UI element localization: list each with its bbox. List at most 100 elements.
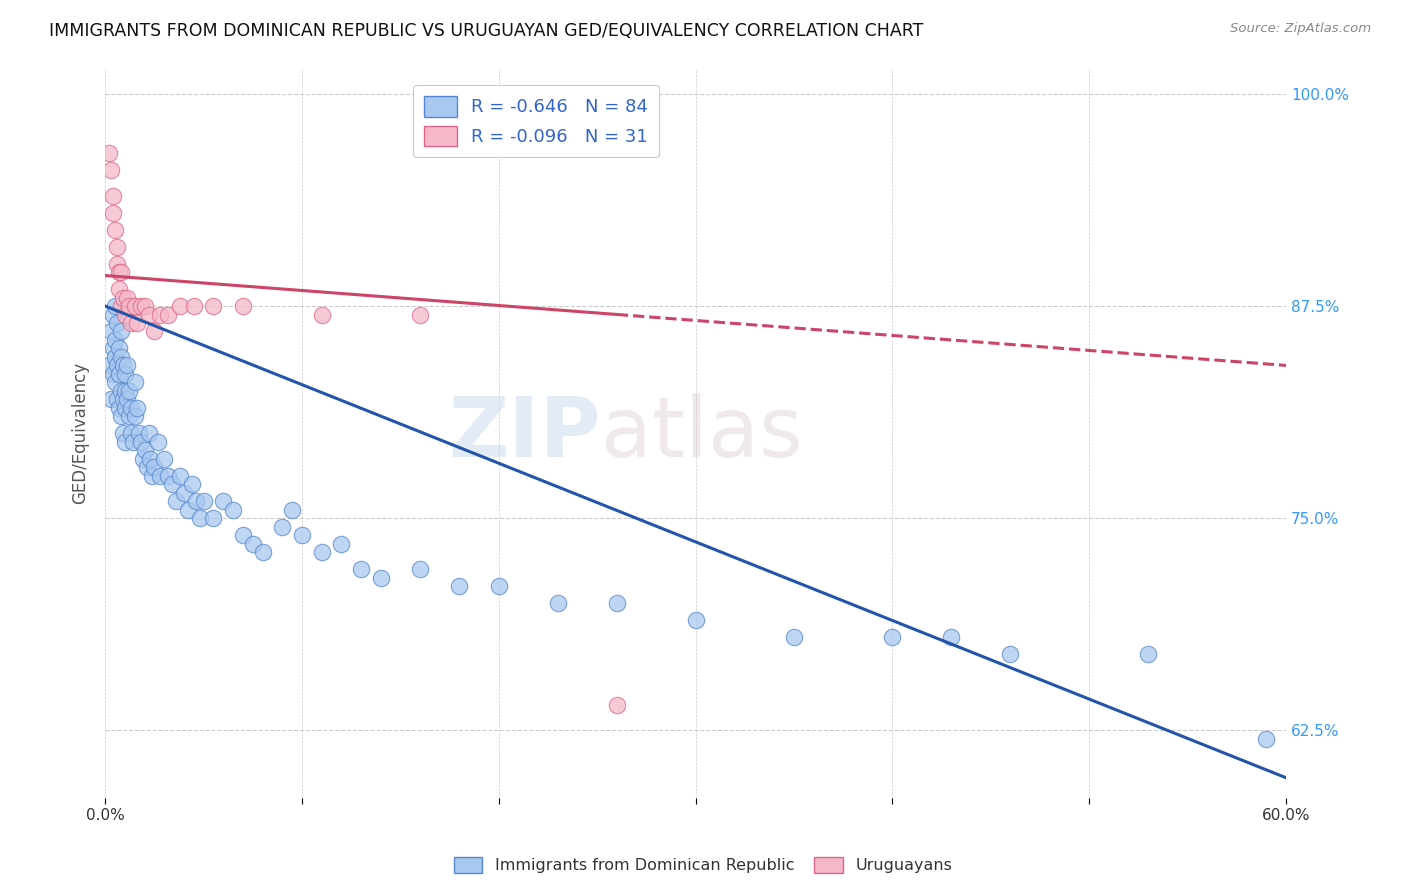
Point: [104, 299, 127, 313]
Point: [108, 367, 131, 381]
Point: [115, 291, 138, 305]
Point: [105, 359, 128, 373]
Point: [160, 477, 183, 491]
Point: [101, 342, 124, 356]
Point: [177, 502, 200, 516]
Point: [114, 308, 136, 322]
Point: [110, 409, 132, 424]
Point: [120, 316, 142, 330]
Point: [138, 426, 160, 441]
Point: [488, 579, 510, 593]
Point: [104, 350, 127, 364]
Point: [104, 376, 127, 390]
Point: [271, 519, 294, 533]
Point: [100, 325, 122, 339]
Point: [252, 545, 274, 559]
Point: [202, 511, 225, 525]
Point: [101, 367, 124, 381]
Point: [105, 240, 128, 254]
Point: [114, 434, 136, 449]
Point: [108, 401, 131, 415]
Point: [547, 596, 569, 610]
Point: [104, 333, 127, 347]
Point: [311, 308, 333, 322]
Point: [232, 299, 254, 313]
Point: [291, 528, 314, 542]
Point: [120, 426, 142, 441]
Point: [105, 257, 128, 271]
Point: [101, 188, 124, 202]
Point: [138, 308, 160, 322]
Text: atlas: atlas: [602, 392, 803, 474]
Point: [124, 299, 146, 313]
Point: [98, 146, 121, 161]
Legend: R = -0.646   N = 84, R = -0.096   N = 31: R = -0.646 N = 84, R = -0.096 N = 31: [413, 85, 659, 157]
Point: [108, 342, 131, 356]
Point: [111, 392, 134, 407]
Point: [606, 698, 628, 712]
Point: [685, 613, 707, 627]
Point: [114, 401, 136, 415]
Point: [173, 485, 195, 500]
Point: [135, 460, 157, 475]
Point: [242, 536, 264, 550]
Point: [101, 308, 124, 322]
Point: [606, 596, 628, 610]
Point: [110, 299, 132, 313]
Legend: Immigrants from Dominican Republic, Uruguayans: Immigrants from Dominican Republic, Urug…: [447, 850, 959, 880]
Point: [104, 223, 127, 237]
Text: ZIP: ZIP: [449, 392, 602, 474]
Point: [409, 562, 432, 576]
Point: [121, 434, 143, 449]
Point: [115, 359, 138, 373]
Point: [188, 511, 211, 525]
Point: [118, 409, 141, 424]
Point: [125, 316, 148, 330]
Point: [311, 545, 333, 559]
Point: [124, 409, 146, 424]
Text: IMMIGRANTS FROM DOMINICAN REPUBLIC VS URUGUAYAN GED/EQUIVALENCY CORRELATION CHAR: IMMIGRANTS FROM DOMINICAN REPUBLIC VS UR…: [49, 22, 924, 40]
Point: [129, 299, 152, 313]
Point: [882, 630, 904, 644]
Point: [114, 384, 136, 398]
Point: [105, 392, 128, 407]
Point: [129, 434, 152, 449]
Point: [143, 325, 166, 339]
Point: [118, 384, 141, 398]
Point: [1256, 731, 1278, 746]
Point: [193, 494, 215, 508]
Point: [118, 299, 141, 313]
Point: [180, 477, 202, 491]
Point: [1000, 647, 1022, 661]
Point: [783, 630, 806, 644]
Point: [110, 384, 132, 398]
Point: [449, 579, 471, 593]
Point: [202, 299, 225, 313]
Point: [350, 562, 373, 576]
Point: [134, 299, 156, 313]
Point: [134, 443, 156, 458]
Point: [222, 502, 245, 516]
Point: [115, 392, 138, 407]
Point: [153, 451, 176, 466]
Point: [110, 325, 132, 339]
Point: [370, 570, 392, 584]
Point: [212, 494, 235, 508]
Point: [101, 205, 124, 219]
Point: [111, 359, 134, 373]
Point: [941, 630, 963, 644]
Point: [148, 434, 170, 449]
Point: [232, 528, 254, 542]
Text: Source: ZipAtlas.com: Source: ZipAtlas.com: [1230, 22, 1371, 36]
Point: [120, 401, 142, 415]
Point: [128, 426, 150, 441]
Point: [149, 308, 172, 322]
Point: [105, 316, 128, 330]
Point: [157, 468, 180, 483]
Point: [1137, 647, 1160, 661]
Point: [149, 468, 172, 483]
Point: [110, 350, 132, 364]
Point: [169, 299, 191, 313]
Point: [125, 401, 148, 415]
Point: [157, 308, 180, 322]
